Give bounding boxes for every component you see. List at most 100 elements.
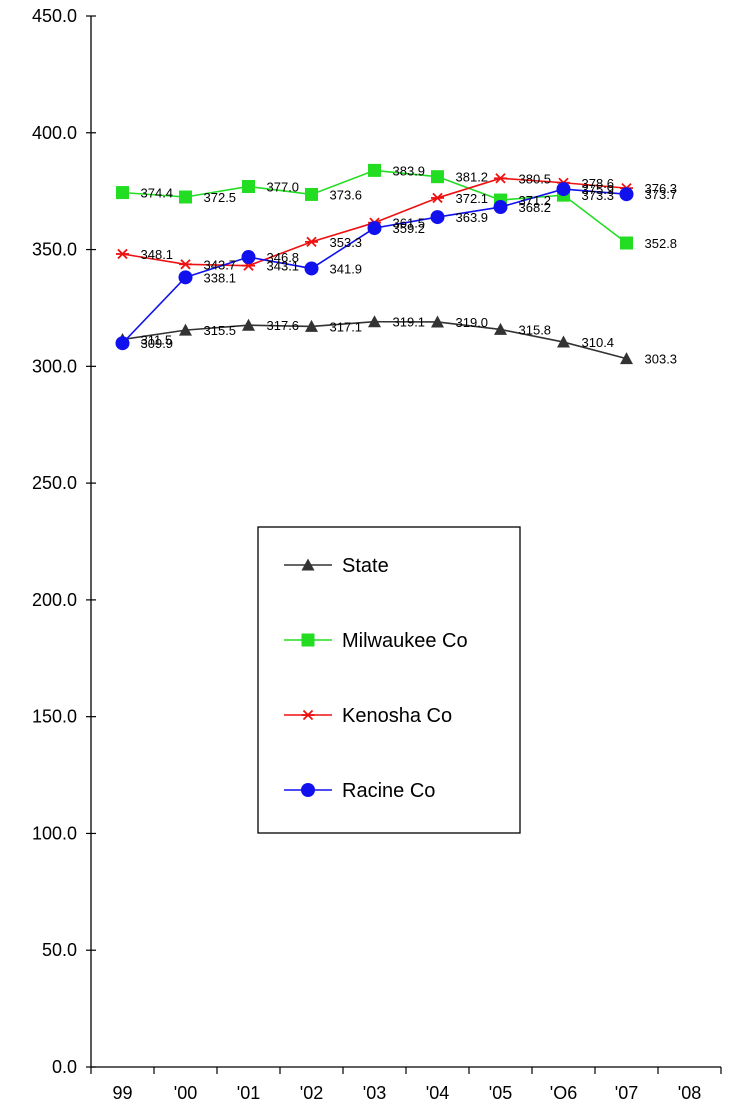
legend-label-racine-co: Racine Co — [342, 780, 435, 802]
point-state — [305, 319, 318, 332]
data-label-kenosha-co: 343.7 — [204, 257, 237, 272]
x-tick-label: '00 — [174, 1083, 197, 1103]
data-label-state: 315.8 — [519, 322, 552, 337]
data-label-milwaukee-co: 374.4 — [141, 186, 174, 201]
legend-marker-milwaukee-co — [301, 633, 315, 647]
y-tick-label: 350.0 — [32, 240, 77, 260]
legend-marker-racine-co — [301, 783, 315, 797]
data-label-state: 317.6 — [267, 318, 300, 333]
y-tick-label: 150.0 — [32, 707, 77, 727]
data-label-state: 317.1 — [330, 319, 363, 334]
legend-label-kenosha-co: Kenosha Co — [342, 705, 452, 727]
data-label-state: 310.4 — [582, 335, 615, 350]
x-tick-label: '05 — [489, 1083, 512, 1103]
point-racine-co — [493, 200, 508, 215]
y-tick-label: 300.0 — [32, 356, 77, 376]
x-tick-label: '03 — [363, 1083, 386, 1103]
chart-series-layer — [115, 163, 634, 365]
data-label-racine-co: 375.9 — [582, 182, 615, 197]
data-label-milwaukee-co: 373.3 — [582, 188, 615, 203]
x-tick-label: '02 — [300, 1083, 323, 1103]
x-tick-label: '01 — [237, 1083, 260, 1103]
data-label-milwaukee-co: 381.2 — [456, 170, 489, 185]
point-racine-co — [367, 221, 382, 236]
data-label-racine-co: 373.7 — [645, 187, 678, 202]
point-state — [494, 322, 507, 335]
legend-item-kenosha-co: Kenosha Co — [284, 705, 452, 727]
y-tick-label: 50.0 — [42, 940, 77, 960]
data-label-kenosha-co: 361.5 — [393, 216, 426, 231]
point-milwaukee-co — [242, 179, 255, 193]
data-label-racine-co: 346.8 — [267, 250, 300, 265]
data-label-racine-co: 309.9 — [141, 336, 174, 351]
chart-axes: 0.0 50.0 100.0 150.0 200.0 250.0 300.0 350.0 400… — [32, 6, 722, 1103]
data-label-state: 319.0 — [456, 315, 489, 330]
legend-label-state: State — [342, 555, 389, 577]
x-tick-label: '07 — [615, 1083, 638, 1103]
data-label-kenosha-co: 343.1 — [267, 259, 300, 274]
point-racine-co — [556, 182, 571, 197]
x-tick-label: 'O6 — [550, 1083, 577, 1103]
data-label-racine-co: 338.1 — [204, 270, 237, 285]
data-label-kenosha-co: 348.1 — [141, 247, 174, 262]
point-state — [620, 352, 633, 365]
point-state — [431, 315, 444, 328]
x-tick-label: '04 — [426, 1083, 449, 1103]
point-milwaukee-co — [305, 187, 318, 201]
point-racine-co — [241, 250, 256, 265]
point-state — [557, 335, 570, 348]
legend-box — [257, 526, 521, 834]
point-kenosha-co — [305, 236, 318, 248]
data-label-state: 319.1 — [393, 315, 426, 330]
data-label-state: 311.5 — [141, 332, 173, 347]
data-label-racine-co: 359.2 — [393, 221, 426, 236]
point-kenosha-co — [179, 259, 192, 270]
legend-marker-kenosha-co — [301, 709, 315, 721]
point-racine-co — [304, 261, 319, 276]
legend-marker-state — [301, 558, 315, 571]
data-label-kenosha-co: 372.1 — [456, 191, 489, 206]
point-state — [242, 318, 255, 331]
legend-item-state: State — [284, 555, 389, 577]
data-label-kenosha-co: 380.5 — [519, 171, 552, 186]
data-label-racine-co: 341.9 — [330, 261, 363, 276]
point-milwaukee-co — [368, 163, 381, 177]
point-milwaukee-co — [620, 236, 633, 250]
point-kenosha-co — [494, 173, 507, 184]
point-milwaukee-co — [179, 190, 192, 204]
data-label-racine-co: 368.2 — [519, 200, 552, 215]
y-tick-label: 100.0 — [32, 823, 77, 843]
data-label-state: 315.5 — [204, 323, 237, 338]
y-tick-label: 0.0 — [52, 1057, 77, 1077]
y-tick-label: 200.0 — [32, 590, 77, 610]
series-state — [116, 315, 633, 365]
point-racine-co — [115, 336, 130, 351]
x-tick-label: 99 — [112, 1083, 132, 1103]
point-kenosha-co — [431, 192, 444, 204]
y-tick-label: 400.0 — [32, 123, 77, 143]
point-racine-co — [430, 210, 445, 225]
chart-data-labels: 311.5 315.5 317.6 317.1 319.1 319.0 315.8 310.4… — [141, 163, 678, 366]
series-milwaukee-co — [116, 163, 633, 250]
legend-item-milwaukee-co: Milwaukee Co — [284, 630, 468, 652]
data-label-milwaukee-co: 352.8 — [645, 236, 678, 251]
data-label-milwaukee-co: 372.5 — [204, 190, 237, 205]
point-state — [368, 315, 381, 328]
point-racine-co — [619, 187, 634, 202]
data-label-kenosha-co: 376.3 — [645, 181, 678, 196]
point-racine-co — [178, 270, 193, 285]
data-label-milwaukee-co: 383.9 — [393, 163, 426, 178]
data-label-kenosha-co: 353.3 — [330, 235, 363, 250]
data-label-state: 303.3 — [645, 352, 678, 367]
point-state — [179, 323, 192, 336]
point-kenosha-co — [116, 248, 129, 260]
x-tick-label: '08 — [678, 1083, 701, 1103]
data-label-racine-co: 363.9 — [456, 210, 489, 225]
series-racine-co — [115, 182, 634, 351]
chart-legend: State Milwaukee Co Kenosha Co Racine Co — [257, 526, 521, 834]
point-milwaukee-co — [431, 170, 444, 184]
y-tick-label: 450.0 — [32, 6, 77, 26]
data-label-milwaukee-co: 371.2 — [519, 193, 552, 208]
data-label-milwaukee-co: 373.6 — [330, 187, 363, 202]
